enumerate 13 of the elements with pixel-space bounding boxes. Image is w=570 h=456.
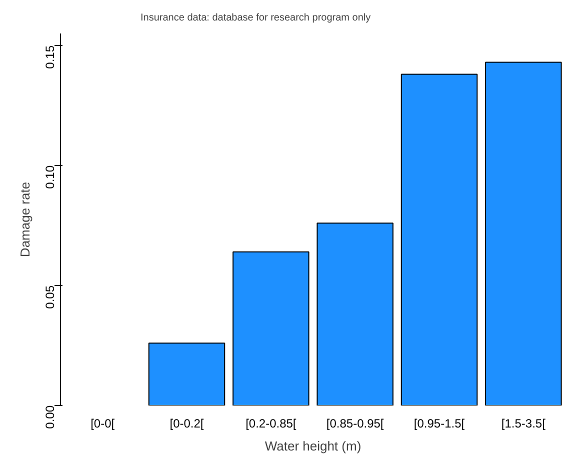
x-tick-label: [0.2-0.85[ — [246, 416, 297, 430]
y-tick-label: 0.00 — [43, 405, 57, 429]
x-tick-label: [0-0[ — [90, 416, 116, 430]
y-tick-label: 0.15 — [43, 45, 57, 69]
x-tick-label: [0.95-1.5[ — [414, 416, 466, 430]
x-axis-title: Water height (m) — [264, 438, 362, 454]
x-tick-label: [1.5-3.5[ — [501, 416, 546, 430]
x-tick-label: [0.85-0.95[ — [326, 416, 384, 430]
y-axis-title: Damage rate — [18, 182, 32, 258]
y-tick-label: 0.10 — [43, 165, 57, 189]
text: Insurance data: database for research program only — [140, 12, 371, 24]
y-tick-label: 0.05 — [43, 285, 57, 309]
x-tick-label: [0-0.2[ — [170, 416, 204, 430]
